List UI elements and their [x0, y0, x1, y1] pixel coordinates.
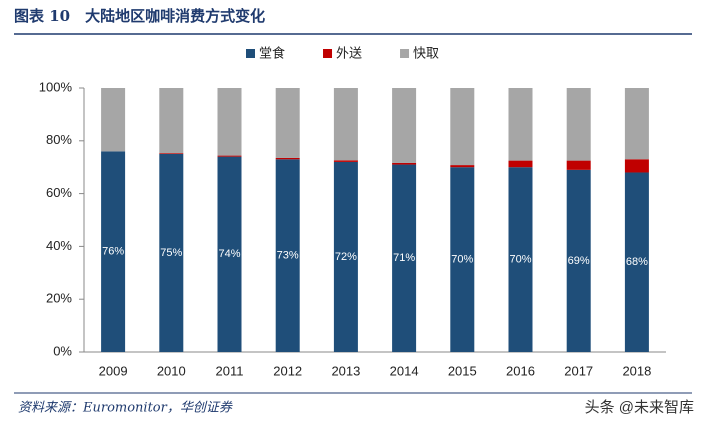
bar-segment — [217, 155, 242, 157]
x-tick-label: 2012 — [273, 363, 302, 378]
bar-segment — [450, 167, 475, 352]
watermark: 头条 @未来智库 — [585, 398, 694, 416]
y-tick-label: 80% — [46, 132, 72, 147]
bar-segment — [159, 154, 184, 352]
bar-segment — [392, 164, 417, 352]
y-tick-label: 40% — [46, 238, 72, 253]
data-label: 71% — [393, 252, 415, 264]
x-tick-label: 2017 — [564, 363, 593, 378]
bar-segment — [566, 169, 591, 352]
bar-segment — [566, 88, 591, 161]
data-label: 70% — [509, 254, 531, 266]
data-label: 75% — [160, 247, 182, 259]
data-label: 68% — [626, 256, 648, 268]
data-label: 72% — [335, 251, 357, 263]
bar-segment — [217, 88, 242, 156]
legend-label: 外送 — [336, 45, 362, 60]
bar-segment — [392, 88, 417, 163]
data-label: 74% — [218, 248, 240, 260]
bar-segment — [624, 88, 649, 160]
y-tick-label: 100% — [39, 79, 73, 94]
bar-segment — [333, 88, 358, 161]
bar-segment — [217, 156, 242, 352]
data-label: 69% — [568, 255, 590, 267]
bar-segment — [566, 160, 591, 170]
bar-segment — [450, 88, 475, 166]
y-tick-label: 20% — [46, 291, 72, 306]
legend-swatch — [323, 49, 333, 58]
bar-segment — [333, 161, 358, 352]
data-label: 73% — [277, 250, 299, 262]
bar-segment — [159, 88, 184, 154]
bar-segment — [508, 167, 533, 352]
legend-label: 堂食 — [259, 45, 285, 60]
legend-label: 快取 — [413, 45, 439, 60]
y-tick-label: 0% — [53, 343, 72, 358]
bar-segment — [275, 88, 300, 158]
x-tick-label: 2016 — [506, 363, 535, 378]
data-label: 70% — [451, 254, 473, 266]
bar-segment — [450, 165, 475, 168]
bar-segment — [159, 153, 184, 154]
bar-segment — [624, 172, 649, 352]
source: 资料来源：Euromonitor，华创证券 — [18, 401, 233, 416]
data-label: 76% — [102, 246, 124, 258]
bar-segment — [624, 159, 649, 173]
bar-segment — [101, 88, 126, 152]
legend-swatch — [246, 49, 255, 58]
bar-segment — [275, 157, 300, 160]
bar-segment — [333, 160, 358, 162]
x-tick-label: 2013 — [331, 363, 360, 378]
x-tick-label: 2011 — [216, 363, 244, 378]
legend-swatch — [400, 49, 410, 58]
bar-segment — [392, 162, 417, 165]
bar-segment — [275, 159, 300, 352]
y-tick-label: 60% — [46, 185, 72, 200]
x-tick-label: 2018 — [622, 363, 651, 378]
x-tick-label: 2014 — [390, 363, 419, 378]
x-tick-label: 2010 — [157, 363, 186, 378]
x-tick-label: 2015 — [448, 363, 477, 378]
bar-segment — [508, 88, 533, 161]
chart-title: 图表 10 大陆地区咖啡消费方式变化 — [14, 7, 265, 25]
bar-segment — [101, 151, 126, 352]
bar-segment — [508, 160, 533, 168]
x-tick-label: 2009 — [99, 363, 128, 378]
